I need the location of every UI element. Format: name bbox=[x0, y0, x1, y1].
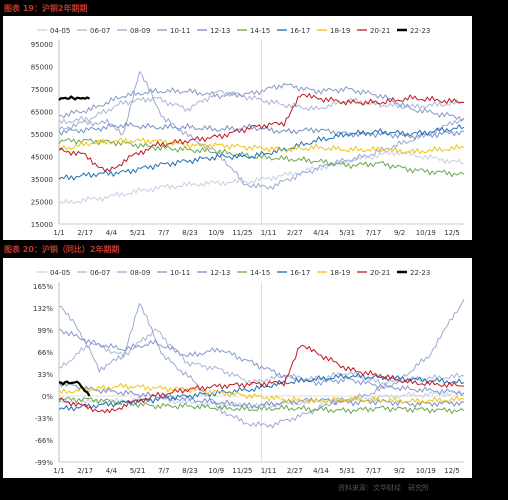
x-tick-label: 5/31 bbox=[339, 229, 355, 237]
x-tick-label: 1/1 bbox=[53, 229, 64, 237]
legend-label-20-21: 20-21 bbox=[370, 27, 390, 35]
chart-2-svg: 04-05 06-07 08-09 10-11 12-13 14-15 16-17 18-19… bbox=[33, 269, 465, 475]
series-line-22-23 bbox=[58, 95, 91, 101]
x-tick-label: 10/9 bbox=[208, 467, 224, 475]
legend-label-18-19: 18-19 bbox=[330, 269, 350, 277]
x-tick-label: 11/25 bbox=[232, 229, 252, 237]
x-tick-label: 4/4 bbox=[106, 229, 118, 237]
legend-label-06-07: 06-07 bbox=[90, 269, 110, 277]
legend-label-12-13: 12-13 bbox=[210, 27, 230, 35]
legend-label-18-19: 18-19 bbox=[330, 27, 350, 35]
series-line-06-07 bbox=[58, 90, 465, 125]
x-tick-label: 10/19 bbox=[416, 229, 436, 237]
y-tick-label: 25000 bbox=[31, 199, 53, 207]
legend-label-08-09: 08-09 bbox=[130, 269, 150, 277]
y-tick-label: 132% bbox=[33, 305, 53, 313]
legend-label-04-05: 04-05 bbox=[50, 27, 70, 35]
x-tick-label: 1/11 bbox=[261, 467, 277, 475]
x-tick-label: 1/11 bbox=[261, 229, 277, 237]
series-line-22-23 bbox=[59, 380, 91, 397]
x-tick-label: 9/2 bbox=[394, 229, 405, 237]
y-tick-label: -66% bbox=[35, 437, 53, 445]
x-tick-label: 5/31 bbox=[339, 467, 355, 475]
legend-label-14-15: 14-15 bbox=[250, 269, 270, 277]
legend-label-22-23: 22-23 bbox=[410, 27, 430, 35]
y-tick-label: 85000 bbox=[31, 64, 53, 72]
chart-panel-2: 04-05 06-07 08-09 10-11 12-13 14-15 16-17 18-19… bbox=[3, 258, 472, 478]
figure-19-title: 图表 19：沪铜2年期期 bbox=[4, 4, 88, 13]
legend-label-16-17: 16-17 bbox=[290, 27, 310, 35]
legend-label-12-13: 12-13 bbox=[210, 269, 230, 277]
series-line-18-19 bbox=[58, 382, 465, 404]
x-tick-label: 2/27 bbox=[287, 467, 303, 475]
footer-watermark: 资料来源：文华财经 研究所 bbox=[338, 484, 429, 492]
x-tick-label: 4/14 bbox=[313, 467, 329, 475]
x-tick-label: 4/14 bbox=[313, 229, 329, 237]
series-line-14-15 bbox=[58, 138, 465, 178]
x-tick-label: 1/1 bbox=[53, 467, 64, 475]
x-tick-label: 7/7 bbox=[158, 229, 169, 237]
x-tick-label: 2/17 bbox=[77, 229, 93, 237]
series-line-18-19 bbox=[58, 137, 465, 155]
series-line-10-11 bbox=[58, 82, 465, 122]
y-tick-label: -33% bbox=[35, 415, 53, 423]
x-tick-label: 12/5 bbox=[444, 467, 460, 475]
legend-label-16-17: 16-17 bbox=[290, 269, 310, 277]
x-tick-label: 2/17 bbox=[77, 467, 93, 475]
x-tick-label: 10/9 bbox=[208, 229, 224, 237]
series-line-16-17 bbox=[58, 372, 465, 412]
y-tick-label: 165% bbox=[33, 283, 53, 291]
chart-panel-1: 04-05 06-07 08-09 10-11 12-13 14-15 16-17 18-19… bbox=[3, 16, 472, 240]
x-tick-label: 5/21 bbox=[130, 229, 146, 237]
y-tick-label: 33% bbox=[37, 371, 53, 379]
x-tick-label: 2/27 bbox=[287, 229, 303, 237]
y-tick-label: 75000 bbox=[31, 86, 53, 94]
legend-label-06-07: 06-07 bbox=[90, 27, 110, 35]
series-line-12-13 bbox=[58, 381, 465, 409]
legend-label-20-21: 20-21 bbox=[370, 269, 390, 277]
series-line-04-05 bbox=[58, 150, 465, 205]
legend-label-04-05: 04-05 bbox=[50, 269, 70, 277]
legend-label-14-15: 14-15 bbox=[250, 27, 270, 35]
y-tick-label: 35000 bbox=[31, 176, 53, 184]
legend-label-08-09: 08-09 bbox=[130, 27, 150, 35]
x-tick-label: 9/2 bbox=[394, 467, 405, 475]
y-tick-label: 55000 bbox=[31, 131, 53, 139]
y-tick-label: 0% bbox=[42, 393, 53, 401]
legend-label-22-23: 22-23 bbox=[410, 269, 430, 277]
series-line-10-11 bbox=[58, 328, 465, 397]
x-tick-label: 11/25 bbox=[232, 467, 252, 475]
chart-1-svg: 04-05 06-07 08-09 10-11 12-13 14-15 16-17 18-19… bbox=[31, 27, 465, 237]
x-tick-label: 7/17 bbox=[366, 229, 382, 237]
legend-label-10-11: 10-11 bbox=[170, 269, 190, 277]
x-tick-label: 7/17 bbox=[366, 467, 382, 475]
x-tick-label: 7/7 bbox=[158, 467, 169, 475]
series-line-06-07 bbox=[58, 328, 465, 386]
y-tick-label: 15000 bbox=[31, 221, 53, 229]
y-tick-label: 66% bbox=[37, 349, 53, 357]
series-line-20-21 bbox=[58, 344, 464, 414]
y-tick-label: 99% bbox=[37, 327, 53, 335]
legend-label-10-11: 10-11 bbox=[170, 27, 190, 35]
series-line-20-21 bbox=[58, 93, 465, 173]
y-tick-label: 65000 bbox=[31, 109, 53, 117]
series-line-16-17 bbox=[58, 124, 465, 181]
x-tick-label: 8/23 bbox=[182, 467, 198, 475]
y-tick-label: 95000 bbox=[31, 41, 53, 49]
figure-20-title: 图表 20：沪铜（同比）2年期期 bbox=[4, 245, 120, 254]
x-tick-label: 12/5 bbox=[444, 229, 460, 237]
series-line-08-09 bbox=[58, 71, 465, 190]
x-tick-label: 4/4 bbox=[106, 467, 118, 475]
y-tick-label: 45000 bbox=[31, 154, 53, 162]
y-tick-label: -99% bbox=[35, 459, 53, 467]
x-tick-label: 5/21 bbox=[130, 467, 146, 475]
x-tick-label: 8/23 bbox=[182, 229, 198, 237]
x-tick-label: 10/19 bbox=[416, 467, 436, 475]
